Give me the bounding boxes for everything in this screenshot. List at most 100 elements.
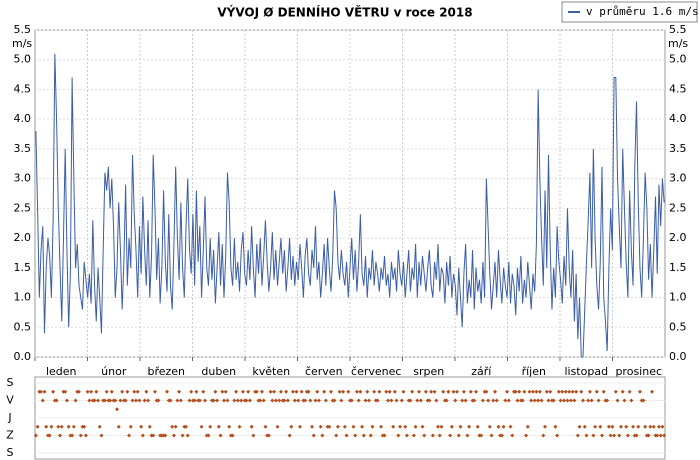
direction-dot xyxy=(637,389,642,394)
direction-dot xyxy=(543,424,548,429)
direction-dot xyxy=(363,398,368,403)
direction-dot xyxy=(596,398,601,403)
direction-dot xyxy=(285,398,290,403)
y-tick-label: 1.5 xyxy=(14,261,32,274)
y-tick-label: 0.0 xyxy=(14,350,32,363)
direction-dot xyxy=(194,389,199,394)
y2-tick-label: 3.5 xyxy=(669,142,687,155)
direction-dot xyxy=(89,389,94,394)
direction-dot xyxy=(270,398,275,403)
direction-dot xyxy=(606,424,611,429)
direction-dot xyxy=(54,398,59,403)
direction-dot xyxy=(660,424,665,429)
direction-dot xyxy=(591,433,596,438)
y2-tick-label: 0.0 xyxy=(669,350,687,363)
direction-dot xyxy=(456,433,461,438)
direction-dot xyxy=(601,389,606,394)
direction-dot xyxy=(387,389,392,394)
direction-dot xyxy=(261,398,266,403)
y2-tick-label: 4.5 xyxy=(669,82,687,95)
y2-axis-label: m/s xyxy=(668,37,688,50)
direction-dot xyxy=(368,433,373,438)
direction-dot xyxy=(629,398,634,403)
direction-dot xyxy=(173,424,178,429)
direction-dot xyxy=(120,389,125,394)
direction-dot xyxy=(565,398,570,403)
y2-tick-label: 3.0 xyxy=(669,172,687,185)
direction-dot xyxy=(361,433,366,438)
direction-dot xyxy=(496,424,501,429)
direction-dot xyxy=(247,398,252,403)
direction-dot xyxy=(366,398,371,403)
direction-dot xyxy=(291,389,296,394)
line-series xyxy=(35,53,665,358)
direction-dot xyxy=(620,389,625,394)
direction-dot xyxy=(539,398,544,403)
direction-dot xyxy=(44,424,49,429)
direction-dot xyxy=(410,389,415,394)
direction-dot xyxy=(391,424,396,429)
direction-dot xyxy=(446,389,451,394)
direction-dot xyxy=(171,433,176,438)
direction-dot xyxy=(216,424,221,429)
direction-dot xyxy=(587,389,592,394)
direction-dot xyxy=(467,424,472,429)
direction-dot xyxy=(180,433,185,438)
direction-dot xyxy=(631,424,636,429)
direction-dot xyxy=(413,424,418,429)
y2-tick-label: 2.0 xyxy=(669,231,687,244)
direction-dot xyxy=(42,389,47,394)
direction-dot xyxy=(437,433,442,438)
direction-dot xyxy=(175,398,180,403)
direction-dot xyxy=(574,389,579,394)
direction-dot xyxy=(287,433,292,438)
direction-dot xyxy=(461,389,466,394)
direction-dot xyxy=(329,389,334,394)
direction-dot xyxy=(499,433,504,438)
direction-dot xyxy=(612,433,617,438)
direction-dot xyxy=(525,424,530,429)
direction-dot xyxy=(78,433,83,438)
direction-dot xyxy=(489,433,494,438)
direction-dot xyxy=(415,398,420,403)
direction-dot xyxy=(546,398,551,403)
direction-dot xyxy=(544,389,549,394)
direction-dot xyxy=(524,433,529,438)
direction-dot xyxy=(104,389,109,394)
direction-dot xyxy=(584,433,589,438)
direction-dot xyxy=(662,433,667,438)
direction-dot xyxy=(163,433,168,438)
direction-dot xyxy=(529,398,534,403)
direction-dot xyxy=(618,424,623,429)
direction-dot xyxy=(63,389,68,394)
direction-dot xyxy=(310,424,315,429)
direction-dot xyxy=(615,398,620,403)
direction-dot xyxy=(515,398,520,403)
direction-dot xyxy=(151,433,156,438)
direction-dot xyxy=(254,389,259,394)
direction-dot xyxy=(577,424,582,429)
direction-dot xyxy=(570,389,575,394)
direction-dot xyxy=(64,398,69,403)
y-axis-label: m/s xyxy=(12,37,32,50)
direction-dot xyxy=(130,398,135,403)
direction-dot xyxy=(487,424,492,429)
x-tick-label: květen xyxy=(252,365,290,378)
direction-dot xyxy=(479,433,484,438)
direction-dot xyxy=(192,398,197,403)
direction-dot xyxy=(206,433,211,438)
y2-tick-label: 0.5 xyxy=(669,320,687,333)
direction-dot xyxy=(315,389,320,394)
direction-dot xyxy=(458,424,463,429)
direction-dot xyxy=(58,433,63,438)
x-tick-label: duben xyxy=(201,365,236,378)
direction-dot xyxy=(51,389,56,394)
legend-label: v průměru 1.6 m/s xyxy=(586,5,699,18)
direction-dot xyxy=(77,389,82,394)
direction-dot xyxy=(40,398,45,403)
direction-dot xyxy=(379,424,384,429)
direction-dot xyxy=(133,398,138,403)
direction-dot xyxy=(527,389,532,394)
direction-dot xyxy=(610,424,615,429)
direction-dot xyxy=(327,424,332,429)
